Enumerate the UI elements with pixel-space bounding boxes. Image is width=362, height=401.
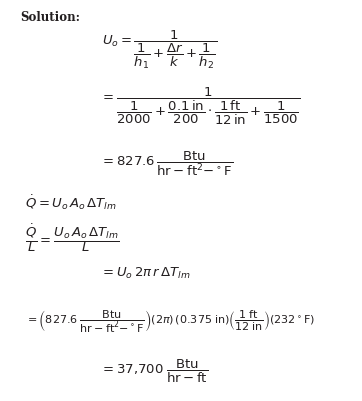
Text: $= \left(827.6\;\dfrac{\mathrm{Btu}}{\mathrm{hr-ft}^{2}\mathrm{-{^\circ}F}}\righ: $= \left(827.6\;\dfrac{\mathrm{Btu}}{\ma… <box>25 307 315 333</box>
Text: $U_o = \dfrac{1}{\dfrac{1}{h_1} + \dfrac{\Delta r}{k} + \dfrac{1}{h_2}}$: $U_o = \dfrac{1}{\dfrac{1}{h_1} + \dfrac… <box>102 28 217 71</box>
Text: $= 827.6\,\dfrac{\mathrm{Btu}}{\mathrm{hr-ft}^{2}\mathrm{-{^\circ}F}}$: $= 827.6\,\dfrac{\mathrm{Btu}}{\mathrm{h… <box>100 149 233 177</box>
Text: $= U_o\,2\pi\,r\,\Delta T_{lm}$: $= U_o\,2\pi\,r\,\Delta T_{lm}$ <box>100 265 191 281</box>
Text: $\dot{Q} = U_o\,A_o\,\Delta T_{lm}$: $\dot{Q} = U_o\,A_o\,\Delta T_{lm}$ <box>25 193 117 212</box>
Text: $= 37{,}700\;\dfrac{\mathrm{Btu}}{\mathrm{hr-ft}}$: $= 37{,}700\;\dfrac{\mathrm{Btu}}{\mathr… <box>100 356 209 384</box>
Text: Solution:: Solution: <box>21 11 80 24</box>
Text: $\dfrac{\dot{Q}}{L} = \dfrac{U_o\,A_o\,\Delta T_{lm}}{L}$: $\dfrac{\dot{Q}}{L} = \dfrac{U_o\,A_o\,\… <box>25 222 120 254</box>
Text: $= \dfrac{1}{\dfrac{1}{2000} + \dfrac{0.1\,\mathrm{in}}{200}\cdot\dfrac{1\,\math: $= \dfrac{1}{\dfrac{1}{2000} + \dfrac{0.… <box>100 86 301 127</box>
